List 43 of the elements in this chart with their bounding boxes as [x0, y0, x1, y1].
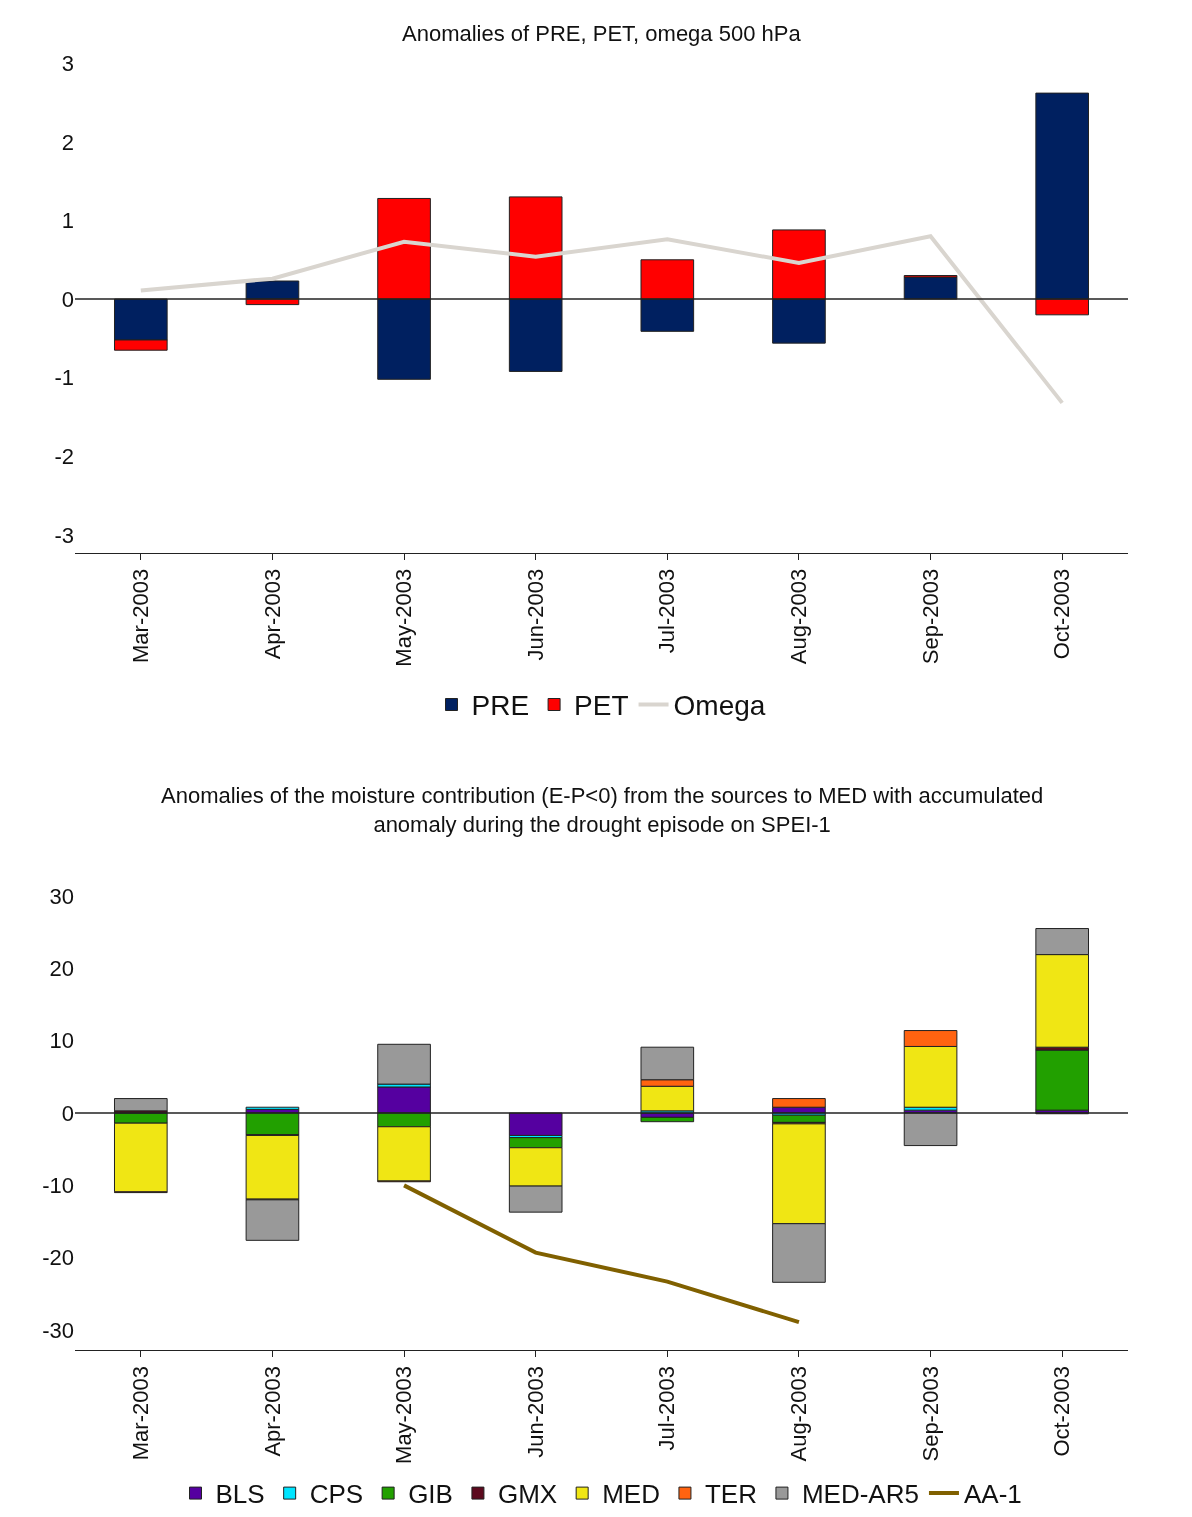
- legend-label: AA-1: [963, 1479, 1022, 1510]
- x-tick-label: Apr-2003: [259, 568, 285, 660]
- y-tick-label: 0: [61, 1100, 74, 1126]
- y-tick-label: 20: [49, 956, 74, 982]
- legend-label: TER: [704, 1479, 757, 1510]
- x-tick-label: Oct-2003: [1049, 1366, 1075, 1457]
- x-tick-label: Jul-2003: [654, 568, 680, 654]
- y-tick-label: -10: [42, 1173, 74, 1199]
- chart-title: Anomalies of the moisture contribution (E-P<0) from the sources to MED with accumulated anomaly during the drought episode on SPEI-1: [161, 783, 1044, 837]
- x-tick-label: May-2003: [391, 1366, 417, 1464]
- legend-label: CPS: [309, 1479, 364, 1510]
- x-tick-label: Oct-2003: [1049, 568, 1075, 660]
- x-tick-label: Apr-2003: [259, 1366, 285, 1457]
- x-tick-label: Jun-2003: [522, 1366, 548, 1458]
- y-tick-label: 30: [49, 883, 74, 909]
- x-tick-label: Mar-2003: [127, 568, 153, 663]
- x-tick-label: Aug-2003: [786, 568, 812, 665]
- y-tick-label: 10: [49, 1028, 74, 1054]
- legend-label: GIB: [408, 1479, 453, 1510]
- y-tick-label: 2: [61, 129, 74, 155]
- legend-label: GMX: [497, 1479, 558, 1510]
- chart-title: Anomalies of PRE, PET, omega 500 hPa: [402, 21, 802, 46]
- y-tick-label: -2: [54, 444, 74, 470]
- y-tick-label: -30: [42, 1317, 74, 1343]
- x-tick-label: Sep-2003: [917, 568, 943, 665]
- legend-label: MED: [602, 1479, 660, 1510]
- legend-label: Omega: [673, 690, 766, 722]
- legend-label: BLS: [215, 1479, 265, 1510]
- x-tick-label: Jun-2003: [522, 568, 548, 661]
- y-tick-label: -20: [42, 1245, 74, 1271]
- legend-label: PRE: [471, 690, 530, 722]
- y-tick-label: 3: [61, 50, 74, 76]
- x-tick-label: May-2003: [391, 568, 417, 667]
- legend-label: PET: [574, 690, 629, 722]
- legend-label: MED-AR5: [801, 1479, 919, 1510]
- x-tick-label: Jul-2003: [654, 1366, 680, 1451]
- y-tick-label: -1: [54, 365, 74, 391]
- x-tick-label: Aug-2003: [786, 1366, 812, 1462]
- x-tick-label: Mar-2003: [127, 1366, 153, 1461]
- y-tick-label: -3: [54, 522, 74, 548]
- x-tick-label: Sep-2003: [917, 1366, 943, 1462]
- y-tick-label: 0: [61, 286, 74, 312]
- y-tick-label: 1: [61, 208, 74, 234]
